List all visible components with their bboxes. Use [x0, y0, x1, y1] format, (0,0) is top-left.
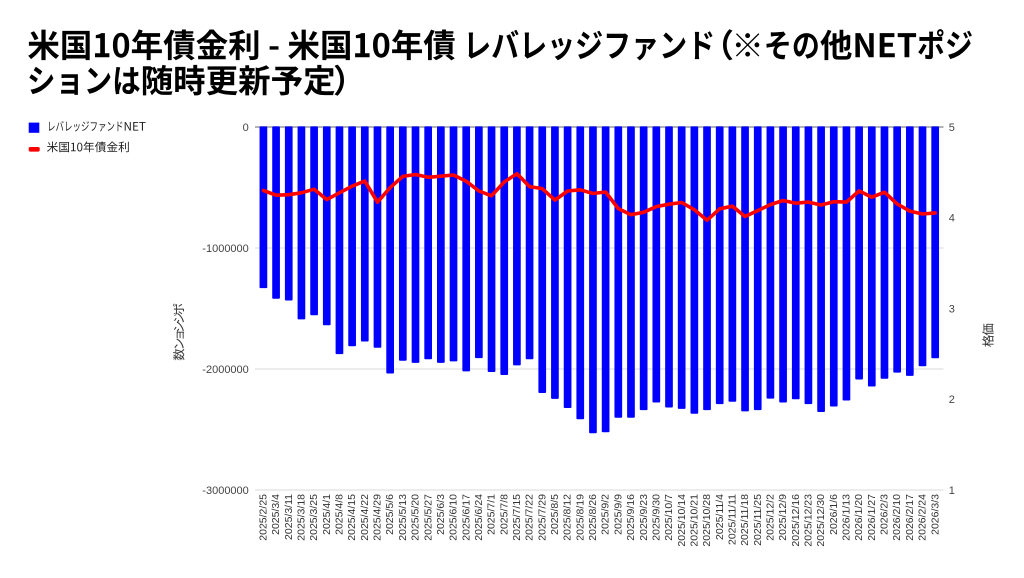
svg-text:2025/11/4: 2025/11/4: [714, 494, 726, 540]
svg-text:2025/9/23: 2025/9/23: [638, 494, 650, 541]
svg-text:2025/9/16: 2025/9/16: [625, 494, 637, 541]
svg-text:2025/10/7: 2025/10/7: [663, 494, 675, 541]
svg-text:2025/9/30: 2025/9/30: [650, 494, 662, 541]
svg-text:2025/12/23: 2025/12/23: [803, 494, 815, 547]
svg-text:2025/7/29: 2025/7/29: [536, 494, 548, 541]
svg-text:2025/3/11: 2025/3/11: [283, 494, 295, 540]
svg-text:2025/6/24: 2025/6/24: [473, 494, 485, 541]
svg-text:2: 2: [949, 394, 955, 406]
svg-text:2026/2/17: 2026/2/17: [904, 494, 916, 541]
svg-text:-2000000: -2000000: [202, 364, 249, 376]
svg-text:2025/8/19: 2025/8/19: [574, 494, 586, 541]
svg-text:2025/3/18: 2025/3/18: [296, 494, 308, 541]
svg-text:2026/1/13: 2026/1/13: [841, 494, 853, 541]
svg-text:2025/6/3: 2025/6/3: [435, 494, 447, 535]
svg-text:2025/11/11: 2025/11/11: [727, 494, 739, 545]
svg-text:2025/9/2: 2025/9/2: [600, 494, 612, 535]
svg-text:2025/7/22: 2025/7/22: [524, 494, 536, 541]
svg-text:2025/12/9: 2025/12/9: [777, 494, 789, 541]
svg-text:2026/2/3: 2026/2/3: [879, 494, 891, 535]
svg-text:2025/4/8: 2025/4/8: [334, 494, 346, 535]
svg-text:0: 0: [243, 122, 249, 134]
svg-text:2025/7/15: 2025/7/15: [511, 494, 523, 541]
svg-text:2025/11/18: 2025/11/18: [739, 494, 751, 546]
svg-text:2025/5/27: 2025/5/27: [422, 494, 434, 541]
svg-text:2026/1/27: 2026/1/27: [866, 494, 878, 541]
svg-text:2026/2/24: 2026/2/24: [917, 494, 929, 541]
svg-text:2025/6/17: 2025/6/17: [460, 494, 472, 541]
svg-text:2025/3/4: 2025/3/4: [270, 494, 282, 535]
svg-text:2025/12/30: 2025/12/30: [815, 494, 827, 547]
svg-text:2025/4/29: 2025/4/29: [372, 494, 384, 541]
svg-text:2025/12/16: 2025/12/16: [790, 494, 802, 547]
svg-text:2025/10/14: 2025/10/14: [676, 494, 688, 547]
svg-text:2026/3/3: 2026/3/3: [929, 494, 941, 535]
svg-text:2025/7/8: 2025/7/8: [498, 494, 510, 535]
svg-text:5: 5: [949, 122, 955, 134]
svg-text:2025/11/25: 2025/11/25: [752, 494, 764, 546]
svg-text:2026/1/20: 2026/1/20: [853, 494, 865, 541]
svg-text:2025/5/6: 2025/5/6: [384, 494, 396, 535]
svg-text:2025/9/9: 2025/9/9: [612, 494, 624, 535]
svg-text:2025/6/10: 2025/6/10: [448, 494, 460, 541]
svg-text:2025/3/25: 2025/3/25: [308, 494, 320, 541]
svg-text:1: 1: [949, 485, 955, 497]
svg-text:2025/7/1: 2025/7/1: [486, 494, 498, 535]
svg-text:2025/4/15: 2025/4/15: [346, 494, 358, 541]
svg-text:2025/5/20: 2025/5/20: [410, 494, 422, 541]
svg-text:2025/10/28: 2025/10/28: [701, 494, 713, 547]
svg-text:3: 3: [949, 303, 955, 315]
svg-text:2026/1/6: 2026/1/6: [828, 494, 840, 535]
svg-text:-1000000: -1000000: [202, 243, 249, 255]
svg-text:2025/4/22: 2025/4/22: [359, 494, 371, 541]
svg-text:2025/12/2: 2025/12/2: [765, 494, 777, 541]
svg-text:-3000000: -3000000: [202, 485, 249, 497]
svg-text:2025/8/26: 2025/8/26: [587, 494, 599, 541]
svg-text:2025/4/1: 2025/4/1: [321, 494, 333, 535]
svg-text:4: 4: [949, 213, 955, 225]
svg-text:2025/10/21: 2025/10/21: [689, 494, 701, 547]
svg-text:2026/2/10: 2026/2/10: [891, 494, 903, 541]
svg-text:2025/8/12: 2025/8/12: [562, 494, 574, 541]
svg-text:2025/8/5: 2025/8/5: [549, 494, 561, 535]
svg-text:2025/2/25: 2025/2/25: [258, 494, 270, 541]
svg-text:2025/5/13: 2025/5/13: [397, 494, 409, 541]
